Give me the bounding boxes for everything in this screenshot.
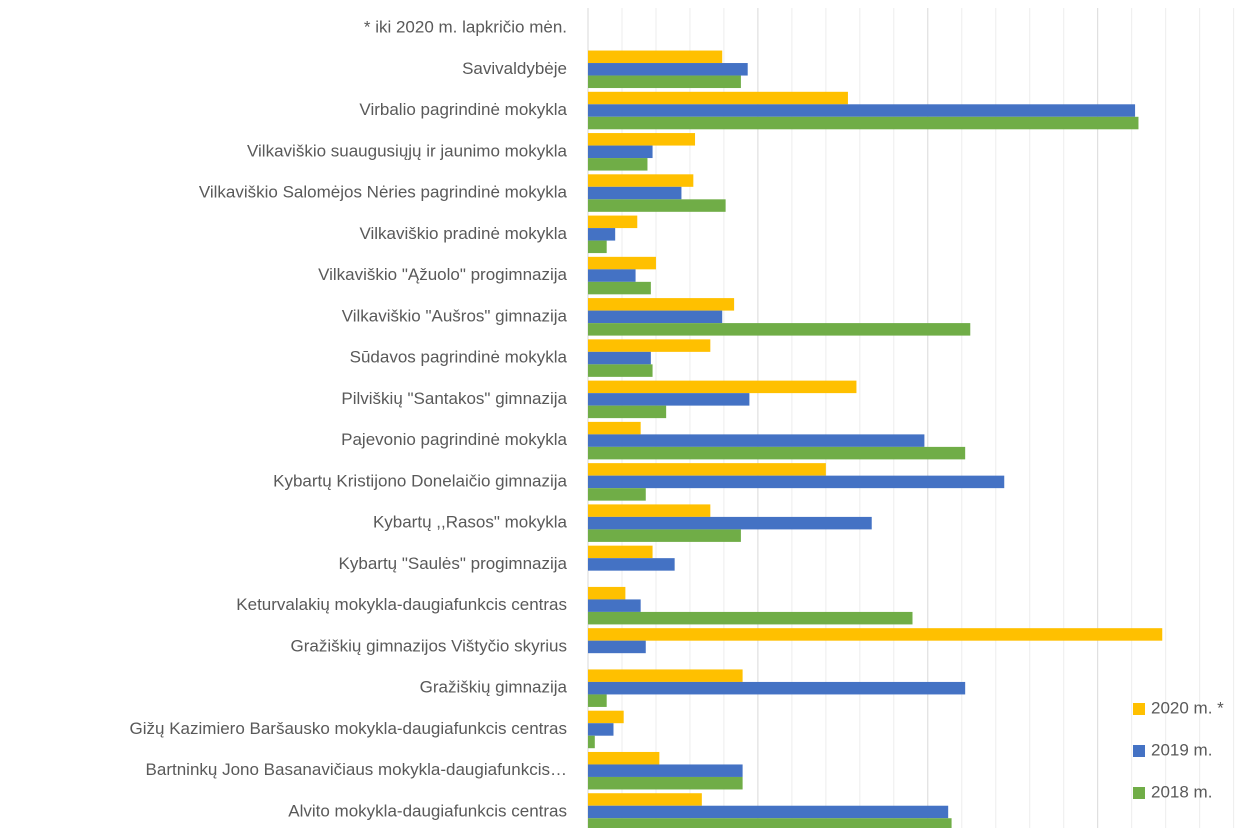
bar (588, 339, 711, 352)
y-tick-label: Savivaldybėje (462, 59, 567, 78)
bar (588, 681, 966, 695)
bar (588, 75, 741, 89)
bar (588, 586, 626, 600)
bar (588, 776, 743, 790)
bar (588, 393, 750, 406)
bar (588, 446, 966, 460)
bar (588, 133, 696, 146)
legend-swatch (1133, 703, 1145, 715)
bar (588, 434, 925, 447)
bar (588, 405, 667, 419)
y-tick-label: Vilkaviškio "Aušros" gimnazija (342, 306, 568, 325)
bar (588, 145, 653, 159)
y-tick-label: Gražiškių gimnazija (420, 678, 568, 697)
bar (588, 364, 653, 377)
y-tick-label: * iki 2020 m. lapkričio mėn. (364, 18, 567, 37)
bar (588, 723, 614, 736)
y-tick-label: Sūdavos pagrindinė mokykla (350, 348, 568, 367)
bar (588, 256, 656, 270)
bar (588, 298, 735, 311)
y-tick-label: Kybartų Kristijono Donelaičio gimnazija (273, 471, 567, 490)
bar (588, 628, 1163, 641)
bar (588, 694, 607, 707)
bar (588, 104, 1136, 117)
legend-label: 2018 m. (1151, 782, 1212, 801)
bar (588, 351, 651, 365)
bar (588, 186, 682, 200)
bar (588, 751, 660, 765)
bar (588, 529, 741, 542)
bar (588, 805, 949, 819)
bar (588, 558, 675, 571)
bar (588, 463, 826, 476)
bar (588, 269, 636, 282)
y-tick-label: Pilviškių "Santakos" gimnazija (341, 389, 567, 408)
legend-swatch (1133, 787, 1145, 799)
bar (588, 818, 952, 828)
y-tick-label: Keturvalakių mokykla-daugiafunkcis centr… (236, 595, 567, 614)
bar (588, 611, 913, 625)
y-tick-label: Bartninkų Jono Basanavičiaus mokykla-dau… (146, 760, 567, 779)
bar (588, 545, 653, 559)
bar (588, 710, 624, 724)
bar (588, 228, 616, 241)
bar (588, 516, 872, 530)
y-tick-label: Gražiškių gimnazijos Vištyčio skyrius (291, 636, 567, 655)
bar (588, 281, 651, 295)
y-tick-label: Kybartų "Saulės" progimnazija (339, 554, 568, 573)
y-tick-label: Alvito mokykla-daugiafunkcis centras (288, 801, 567, 820)
bar (588, 504, 711, 517)
y-tick-label: Kybartų ,,Rasos" mokykla (373, 513, 568, 532)
bar (588, 116, 1139, 130)
legend-swatch (1133, 745, 1145, 757)
bar (588, 199, 726, 212)
bar (588, 640, 646, 654)
y-tick-label: Vilkaviškio Salomėjos Nėries pagrindinė … (199, 183, 568, 202)
bar (588, 310, 723, 324)
bar (588, 240, 607, 254)
bar (588, 174, 694, 187)
bar (588, 669, 743, 682)
bar (588, 63, 748, 76)
bar (588, 323, 971, 336)
y-tick-label: Pajevonio pagrindinė mokykla (341, 430, 567, 449)
bar (588, 215, 638, 229)
bar (588, 793, 702, 806)
bar (588, 764, 743, 777)
bar (588, 488, 646, 501)
y-tick-label: Vilkaviškio suaugusiųjų ir jaunimo mokyk… (247, 141, 568, 160)
bar (588, 475, 1005, 489)
y-tick-label: Vilkaviškio "Ąžuolo" progimnazija (318, 265, 567, 284)
legend-label: 2020 m. * (1151, 698, 1224, 717)
bar (588, 735, 595, 749)
y-tick-label: Gižų Kazimiero Baršausko mokykla-daugiaf… (130, 719, 567, 738)
y-tick-label: Virbalio pagrindinė mokykla (359, 100, 567, 119)
y-tick-label: Vilkaviškio pradinė mokykla (359, 224, 567, 243)
bar (588, 421, 641, 435)
bar (588, 158, 648, 171)
bar (588, 599, 641, 612)
bar (588, 91, 848, 105)
bar (588, 50, 723, 64)
legend-label: 2019 m. (1151, 740, 1212, 759)
bar (588, 380, 857, 394)
